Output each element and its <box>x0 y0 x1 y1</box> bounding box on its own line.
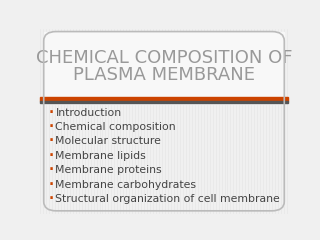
Text: Structural organization of cell membrane: Structural organization of cell membrane <box>55 194 280 204</box>
Text: Membrane lipids: Membrane lipids <box>55 151 146 161</box>
Text: ·: · <box>49 106 54 120</box>
Text: ·: · <box>49 163 54 177</box>
Text: CHEMICAL COMPOSITION OF: CHEMICAL COMPOSITION OF <box>36 48 292 66</box>
Text: ·: · <box>49 178 54 192</box>
Text: ·: · <box>49 149 54 163</box>
Text: Introduction: Introduction <box>55 108 122 118</box>
Text: ·: · <box>49 120 54 134</box>
Text: ·: · <box>49 134 54 149</box>
Text: Membrane carbohydrates: Membrane carbohydrates <box>55 180 196 190</box>
Bar <box>40 97 288 102</box>
Text: Molecular structure: Molecular structure <box>55 137 161 146</box>
Text: ·: · <box>49 192 54 206</box>
Bar <box>40 101 288 102</box>
Text: Chemical composition: Chemical composition <box>55 122 176 132</box>
Bar <box>44 32 284 104</box>
Text: PLASMA MEMBRANE: PLASMA MEMBRANE <box>73 66 255 84</box>
Text: Membrane proteins: Membrane proteins <box>55 165 162 175</box>
